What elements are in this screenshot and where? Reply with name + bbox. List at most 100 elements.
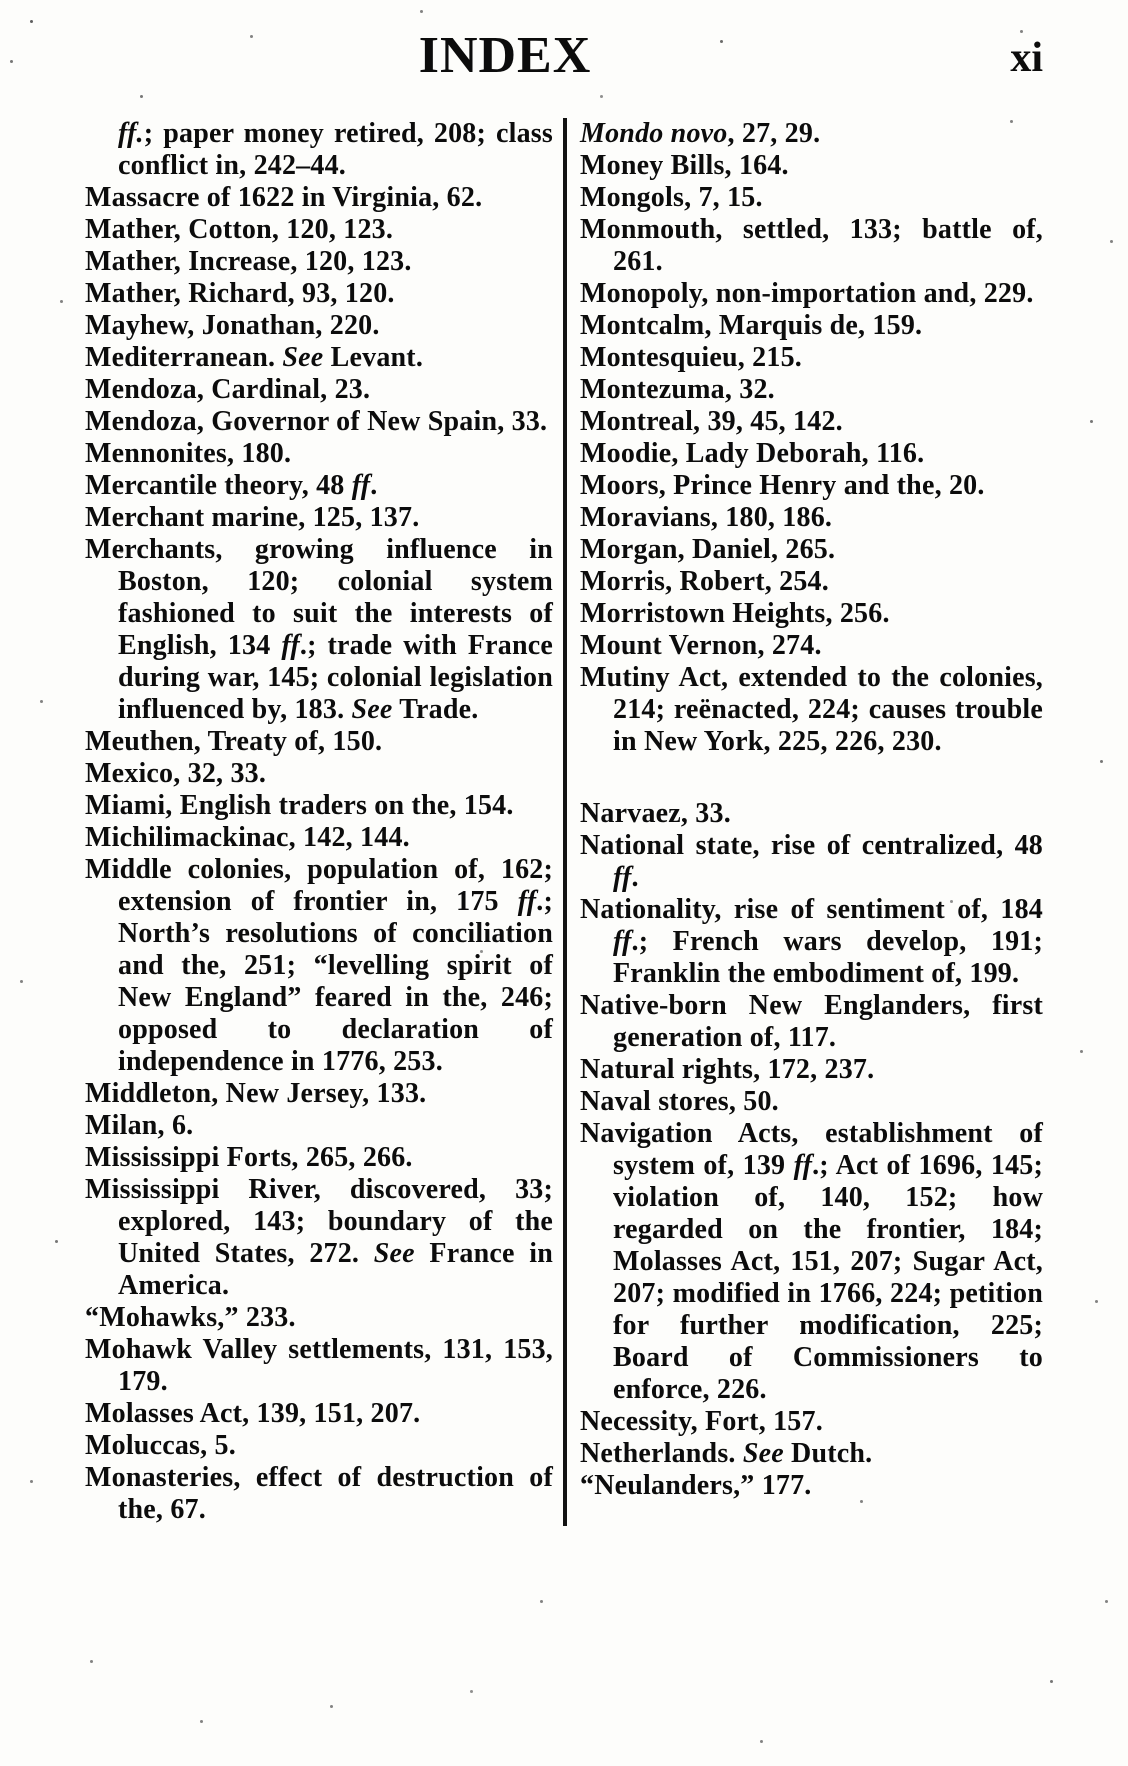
- entry-text: .; French wars develop, 191; Franklin th…: [613, 926, 1043, 989]
- entry-text: Massacre of 1622 in Virginia, 62.: [85, 182, 483, 213]
- entry-text: Montcalm, Marquis de, 159.: [580, 310, 923, 341]
- index-entry: Morris, Robert, 254.: [580, 566, 1043, 598]
- entry-text: Nationality, rise of sentiment of, 184: [580, 894, 1043, 925]
- entry-text: Moravians, 180, 186.: [580, 502, 833, 533]
- entry-text: Moluccas, 5.: [85, 1430, 236, 1461]
- column-divider-rule: [563, 118, 567, 1526]
- index-entry: Molasses Act, 139, 151, 207.: [85, 1398, 553, 1430]
- entry-text: Mongols, 7, 15.: [580, 182, 763, 213]
- italic-text: ff.: [118, 118, 144, 149]
- index-column-right: Mondo novo, 27, 29. Money Bills, 164. Mong…: [567, 118, 1043, 1526]
- entry-text: ; paper money retired, 208; class confli…: [118, 118, 553, 181]
- entry-text: Montezuma, 32.: [580, 374, 775, 405]
- entry-text: Dutch.: [783, 1438, 873, 1469]
- index-entry: Montreal, 39, 45, 142.: [580, 406, 1043, 438]
- page-title: INDEX: [418, 27, 592, 84]
- italic-text: ff: [281, 630, 300, 661]
- index-entry: Michilimackinac, 142, 144.: [85, 822, 553, 854]
- italic-text: See: [351, 694, 393, 725]
- entry-text: Monmouth, settled, 133; battle of, 261.: [580, 214, 1043, 277]
- entry-text: Navigation Acts, establishment of system…: [580, 1118, 1043, 1181]
- italic-text: ff: [793, 1150, 813, 1181]
- index-entry: Nationality, rise of sentiment of, 184 f…: [580, 894, 1043, 990]
- index-entry: Mennonites, 180.: [85, 438, 553, 470]
- index-entry: Natural rights, 172, 237.: [580, 1054, 1043, 1086]
- index-column-left: ff.; paper money retired, 208; class con…: [85, 118, 563, 1526]
- index-entry: Necessity, Fort, 157.: [580, 1406, 1043, 1438]
- entry-text: Merchants, growing influence in Boston, …: [85, 534, 553, 661]
- index-entry: Navigation Acts, establishment of system…: [580, 1118, 1043, 1406]
- entry-text: Milan, 6.: [85, 1110, 194, 1141]
- entry-text: .; trade with France during war, 145; co…: [118, 630, 553, 725]
- entry-text: Middleton, New Jersey, 133.: [85, 1078, 427, 1109]
- entry-text: Levant.: [323, 342, 424, 373]
- entry-text: Meuthen, Treaty of, 150.: [85, 726, 383, 757]
- entry-text: Merchant marine, 125, 137.: [85, 502, 420, 533]
- index-entry: Montesquieu, 215.: [580, 342, 1043, 374]
- entry-text: .; North’s resolutions of conciliation a…: [118, 886, 553, 1077]
- index-entry: Morristown Heights, 256.: [580, 598, 1043, 630]
- entry-text: Mexico, 32, 33.: [85, 758, 267, 789]
- entry-text: , 27, 29.: [727, 118, 821, 149]
- entry-text: “Mohawks,” 233.: [85, 1302, 296, 1333]
- entry-text: .: [631, 862, 639, 893]
- entry-text: Montesquieu, 215.: [580, 342, 802, 373]
- index-columns: ff.; paper money retired, 208; class con…: [85, 118, 1043, 1526]
- entry-text: Mendoza, Governor of New Spain, 33.: [85, 406, 548, 437]
- entry-text: Morris, Robert, 254.: [580, 566, 829, 597]
- index-entry: Moors, Prince Henry and the, 20.: [580, 470, 1043, 502]
- page-number: xi: [1010, 35, 1043, 81]
- index-entry: Mather, Increase, 120, 123.: [85, 246, 553, 278]
- index-entry: Naval stores, 50.: [580, 1086, 1043, 1118]
- page-header: INDEX xi: [0, 0, 1128, 118]
- entry-text: Mississippi River, discovered, 33; explo…: [85, 1174, 553, 1269]
- entry-text: Montreal, 39, 45, 142.: [580, 406, 843, 437]
- entry-text: Mohawk Valley settlements, 131, 153, 179…: [85, 1334, 553, 1397]
- entry-text: Trade.: [392, 694, 479, 725]
- entry-text: Moors, Prince Henry and the, 20.: [580, 470, 985, 501]
- index-entry: Mississippi Forts, 265, 266.: [85, 1142, 553, 1174]
- index-entry: Native-born New Englanders, first genera…: [580, 990, 1043, 1054]
- index-entry: Merchants, growing influence in Boston, …: [85, 534, 553, 726]
- entry-text: Money Bills, 164.: [580, 150, 789, 181]
- italic-text: See: [282, 342, 324, 373]
- index-entry: Morgan, Daniel, 265.: [580, 534, 1043, 566]
- entry-text: Natural rights, 172, 237.: [580, 1054, 875, 1085]
- index-entry: Meuthen, Treaty of, 150.: [85, 726, 553, 758]
- index-entry: Mather, Cotton, 120, 123.: [85, 214, 553, 246]
- index-entry: Montezuma, 32.: [580, 374, 1043, 406]
- index-entry: Mediterranean. See Levant.: [85, 342, 553, 374]
- italic-text: ff: [517, 886, 537, 917]
- index-entry: Monmouth, settled, 133; battle of, 261.: [580, 214, 1043, 278]
- index-entry: Middleton, New Jersey, 133.: [85, 1078, 553, 1110]
- index-entry: Mather, Richard, 93, 120.: [85, 278, 553, 310]
- index-entry: Massacre of 1622 in Virginia, 62.: [85, 182, 553, 214]
- entry-text: Morgan, Daniel, 265.: [580, 534, 836, 565]
- index-entry: Money Bills, 164.: [580, 150, 1043, 182]
- index-entry: Narvaez, 33.: [580, 798, 1043, 830]
- index-entry: Netherlands. See Dutch.: [580, 1438, 1043, 1470]
- italic-text: ff: [351, 470, 371, 501]
- entry-text: France in America.: [118, 1238, 553, 1301]
- index-entry: Mount Vernon, 274.: [580, 630, 1043, 662]
- index-entry: Monopoly, non-importation and, 229.: [580, 278, 1043, 310]
- index-entry: Monasteries, effect of destruction of th…: [85, 1462, 553, 1526]
- entry-text: Mather, Cotton, 120, 123.: [85, 214, 394, 245]
- entry-text: Michilimackinac, 142, 144.: [85, 822, 410, 853]
- entry-text: Monasteries, effect of destruction of th…: [85, 1462, 553, 1525]
- entry-text: Mutiny Act, extended to the colonies, 21…: [580, 662, 1043, 757]
- entry-text: .; Act of 1696, 145; violation of, 140, …: [613, 1150, 1043, 1405]
- index-entry: Montcalm, Marquis de, 159.: [580, 310, 1043, 342]
- index-entry: Mongols, 7, 15.: [580, 182, 1043, 214]
- entry-text: Monopoly, non-importation and, 229.: [580, 278, 1034, 309]
- entry-text: Mendoza, Cardinal, 23.: [85, 374, 371, 405]
- index-entry: Mercantile theory, 48 ff.: [85, 470, 553, 502]
- italic-text: See: [742, 1438, 784, 1469]
- entry-text: Mather, Increase, 120, 123.: [85, 246, 412, 277]
- entry-text: Necessity, Fort, 157.: [580, 1406, 823, 1437]
- index-entry: Moodie, Lady Deborah, 116.: [580, 438, 1043, 470]
- entry-text: Moodie, Lady Deborah, 116.: [580, 438, 925, 469]
- index-entry: “Neulanders,” 177.: [580, 1470, 1043, 1502]
- italic-text: See: [373, 1238, 415, 1269]
- entry-text: Mount Vernon, 274.: [580, 630, 822, 661]
